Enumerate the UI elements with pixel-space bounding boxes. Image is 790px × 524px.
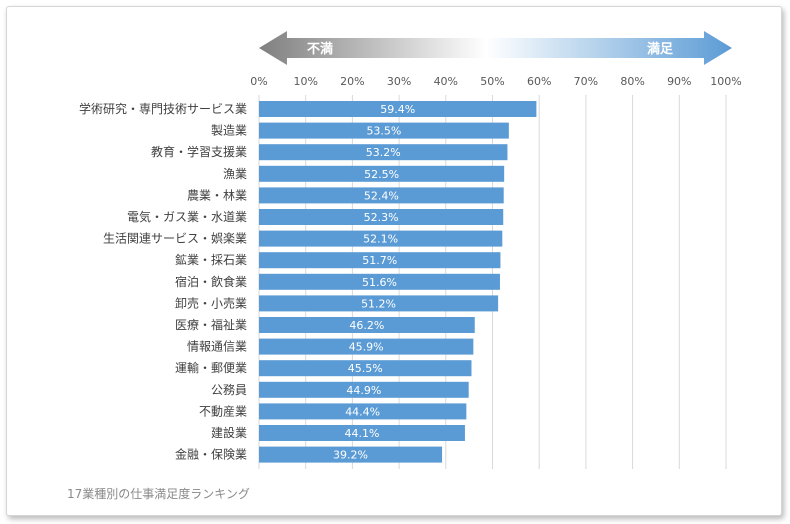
satisfaction-arrow-shape [259,31,732,65]
bar-value-label: 53.2% [366,146,401,159]
x-tick-label: 50% [480,75,504,88]
bar-value-label: 52.4% [364,189,399,202]
category-label: 宿泊・飲食業 [175,274,247,289]
bar [259,252,501,269]
category-label: 金融・保険業 [175,447,247,462]
bar-value-label: 51.2% [361,297,396,310]
category-label: 農業・林業 [187,188,247,202]
bar [259,317,475,333]
x-tick-label: 100% [710,75,741,88]
category-label: 卸売・小売業 [175,295,247,310]
bar [259,425,465,441]
bar-value-label: 45.5% [348,362,383,375]
category-label: 鉱業・採石業 [175,252,247,267]
bar [259,187,504,204]
x-tick-label: 70% [574,75,598,88]
category-label: 電気・ガス業・水道業 [127,209,247,224]
bar [259,273,500,290]
category-label: 漁業 [223,167,247,181]
satisfaction-arrow: 不満 満足 [259,31,732,65]
satisfaction-bar-chart: 不満 満足 0% 10% 20% 30% 40% 50% 60% 70% 80% 90% 100% … [79,31,742,469]
chart-caption: 17業種別の仕事満足度ランキング [67,487,250,501]
category-label: 情報通信業 [187,340,247,354]
bar [259,360,472,377]
bar [259,122,509,139]
bar [259,295,499,312]
bar [259,338,474,355]
arrow-left-label: 不満 [307,41,333,57]
category-label: 学術研究・専門技術サービス業 [79,101,247,116]
category-label: 不動産業 [199,403,247,418]
bar-value-label: 46.2% [349,319,384,332]
bar-value-label: 44.9% [346,384,381,397]
category-label: 医療・福祉業 [175,317,247,332]
x-tick-label: 10% [293,75,317,88]
category-label: 運輸・郵便業 [175,360,247,375]
bar-value-label: 45.9% [349,341,384,354]
category-label: 教育・学習支援業 [151,144,247,159]
x-tick-label: 80% [620,75,644,88]
category-label: 公務員 [211,383,247,397]
bar-value-label: 52.5% [364,168,399,181]
x-tick-label: 90% [667,75,691,88]
bar-value-label: 53.5% [366,125,401,138]
bar-value-label: 51.7% [362,254,397,267]
bar-value-label: 52.3% [364,211,399,224]
x-tick-label: 0% [250,75,267,88]
bar [259,230,503,247]
arrow-right-label: 満足 [647,41,674,57]
bar-value-label: 51.6% [362,276,397,289]
bar [259,209,504,225]
bars [259,101,537,463]
bar-value-label: 44.1% [344,427,379,440]
bar [259,144,508,161]
x-tick-label: 20% [340,75,364,88]
chart-card: 不満 満足 0% 10% 20% 30% 40% 50% 60% 70% 80% 90% 100% … [6,6,782,516]
category-label: 建設業 [211,425,247,440]
bar-value-label: 52.1% [363,233,398,246]
category-labels: 学術研究・専門技術サービス業製造業教育・学習支援業漁業農業・林業電気・ガス業・水… [79,101,247,462]
x-tick-label: 30% [387,75,411,88]
bar [259,403,467,420]
value-labels: 59.4% 53.5% 53.2% 52.5% 52.4% 52.3% 52.1% 51.7%… [333,103,415,462]
category-label: 生活関連サービス・娯楽業 [103,232,247,246]
bar [259,101,537,117]
bar-value-label: 59.4% [380,103,415,116]
x-tick-label: 60% [527,75,551,88]
bar [259,165,505,182]
bar [259,446,443,463]
bar-value-label: 39.2% [333,449,368,462]
category-label: 製造業 [211,124,247,138]
x-axis-ticks: 0% 10% 20% 30% 40% 50% 60% 70% 80% 90% 100% [250,75,741,88]
x-tick-label: 40% [434,75,458,88]
bar-value-label: 44.4% [345,405,380,418]
bar [259,381,469,398]
